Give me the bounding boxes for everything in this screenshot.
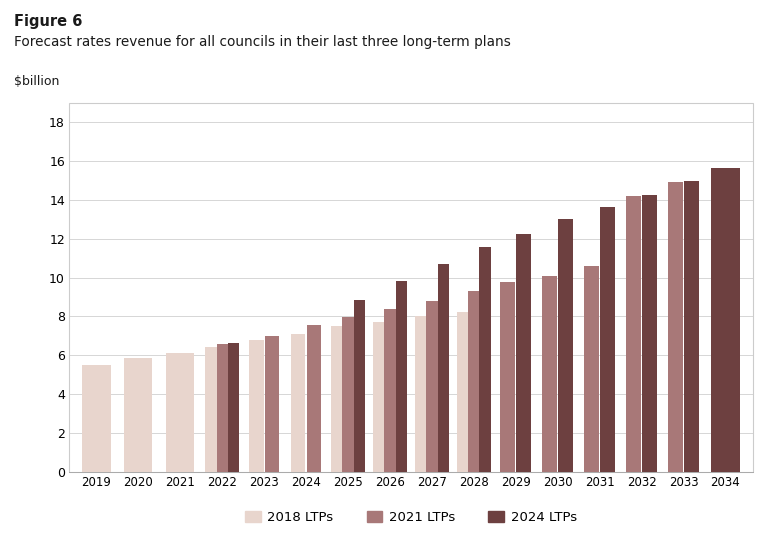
Bar	[415, 317, 426, 472]
Bar	[291, 334, 306, 472]
Bar	[479, 248, 491, 472]
Bar	[542, 276, 557, 472]
Bar	[668, 182, 683, 472]
Bar	[205, 347, 217, 472]
Bar	[249, 340, 263, 472]
Bar	[457, 312, 468, 472]
Text: Figure 6: Figure 6	[14, 14, 82, 29]
Bar	[124, 358, 153, 472]
Bar	[516, 234, 531, 472]
Bar	[306, 325, 321, 472]
Bar	[468, 291, 479, 472]
Bar	[82, 365, 111, 472]
Bar	[584, 266, 599, 472]
Bar	[265, 335, 280, 472]
Bar	[642, 195, 657, 472]
Bar	[600, 207, 615, 472]
Bar	[343, 317, 353, 472]
Bar	[331, 326, 343, 472]
Bar	[166, 353, 194, 472]
Bar	[438, 264, 449, 472]
Bar	[353, 300, 365, 472]
Text: $billion: $billion	[15, 75, 60, 88]
Bar	[684, 180, 699, 472]
Bar	[626, 196, 641, 472]
Text: Forecast rates revenue for all councils in their last three long-term plans: Forecast rates revenue for all councils …	[14, 35, 511, 49]
Bar	[558, 220, 573, 472]
Bar	[396, 281, 407, 472]
Bar	[501, 282, 515, 472]
Bar	[711, 168, 740, 472]
Legend: 2018 LTPs, 2021 LTPs, 2024 LTPs: 2018 LTPs, 2021 LTPs, 2024 LTPs	[240, 506, 582, 530]
Bar	[373, 322, 384, 472]
Bar	[384, 308, 396, 472]
Bar	[426, 301, 438, 472]
Bar	[69, 103, 753, 472]
Bar	[217, 345, 228, 472]
Bar	[228, 343, 239, 472]
